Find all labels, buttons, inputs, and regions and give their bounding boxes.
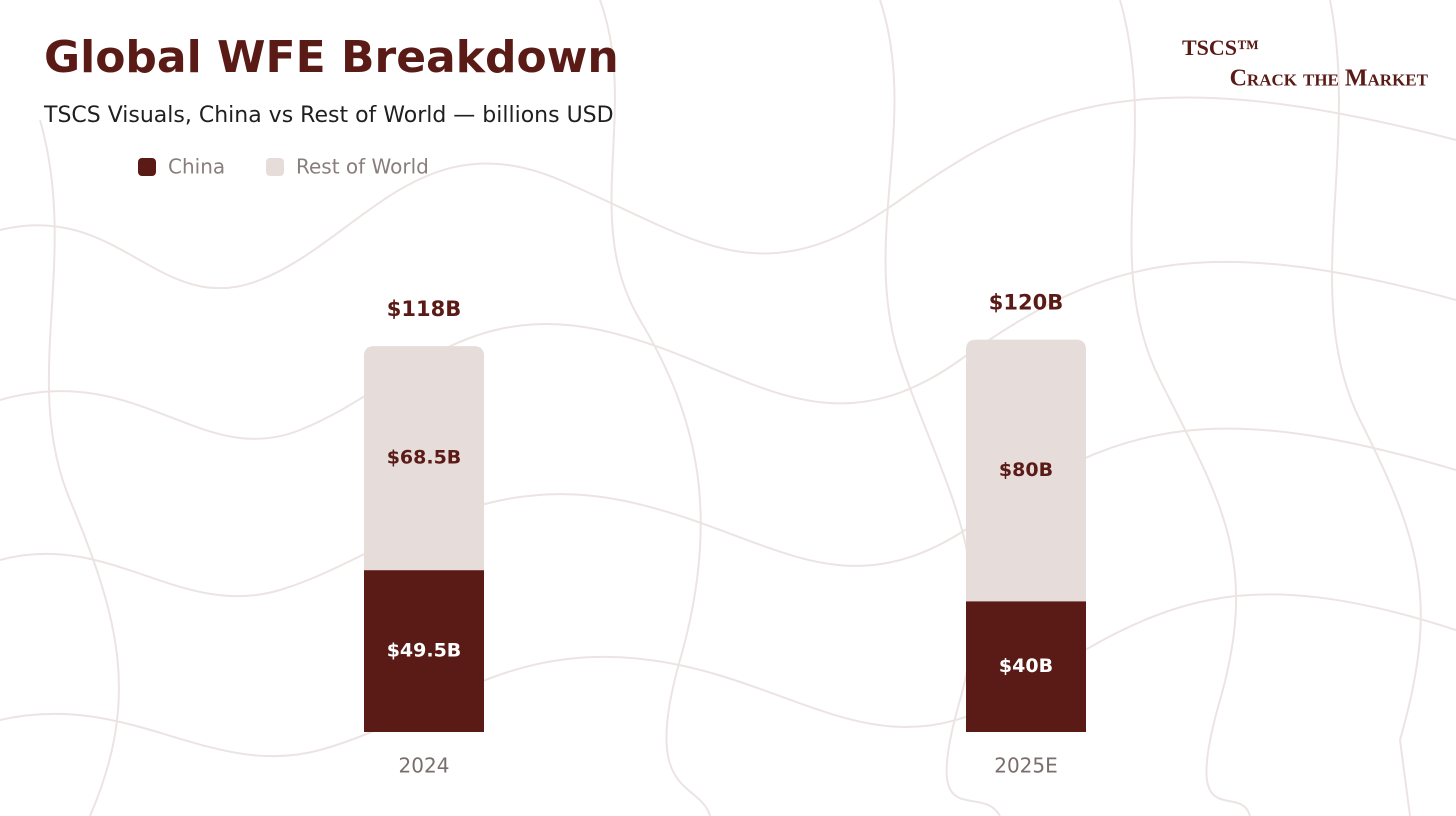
- chart-title: Global WFE Breakdown: [44, 32, 619, 83]
- x-tick-label: 2025E: [994, 754, 1058, 778]
- bar-segment: [364, 346, 484, 571]
- value-label: $49.5B: [387, 640, 462, 662]
- value-label: $80B: [999, 459, 1053, 481]
- bar-segment: [966, 339, 1086, 602]
- bar-segment: [966, 601, 1086, 732]
- brand: TSCS™: [1182, 35, 1259, 60]
- total-label: $118B: [387, 297, 461, 321]
- x-tick-label: 2024: [399, 754, 450, 778]
- legend-swatch: [138, 158, 156, 176]
- total-label: $120B: [989, 291, 1063, 315]
- legend-swatch: [266, 158, 284, 176]
- legend-label: China: [168, 155, 225, 179]
- value-label: $68.5B: [387, 447, 462, 469]
- legend-label: Rest of World: [296, 155, 429, 179]
- chart-subtitle: TSCS Visuals, China vs Rest of World — b…: [43, 103, 614, 128]
- brand-tagline: Crack the Market: [1230, 66, 1429, 92]
- value-label: $40B: [999, 655, 1053, 677]
- bar-segment: [364, 570, 484, 732]
